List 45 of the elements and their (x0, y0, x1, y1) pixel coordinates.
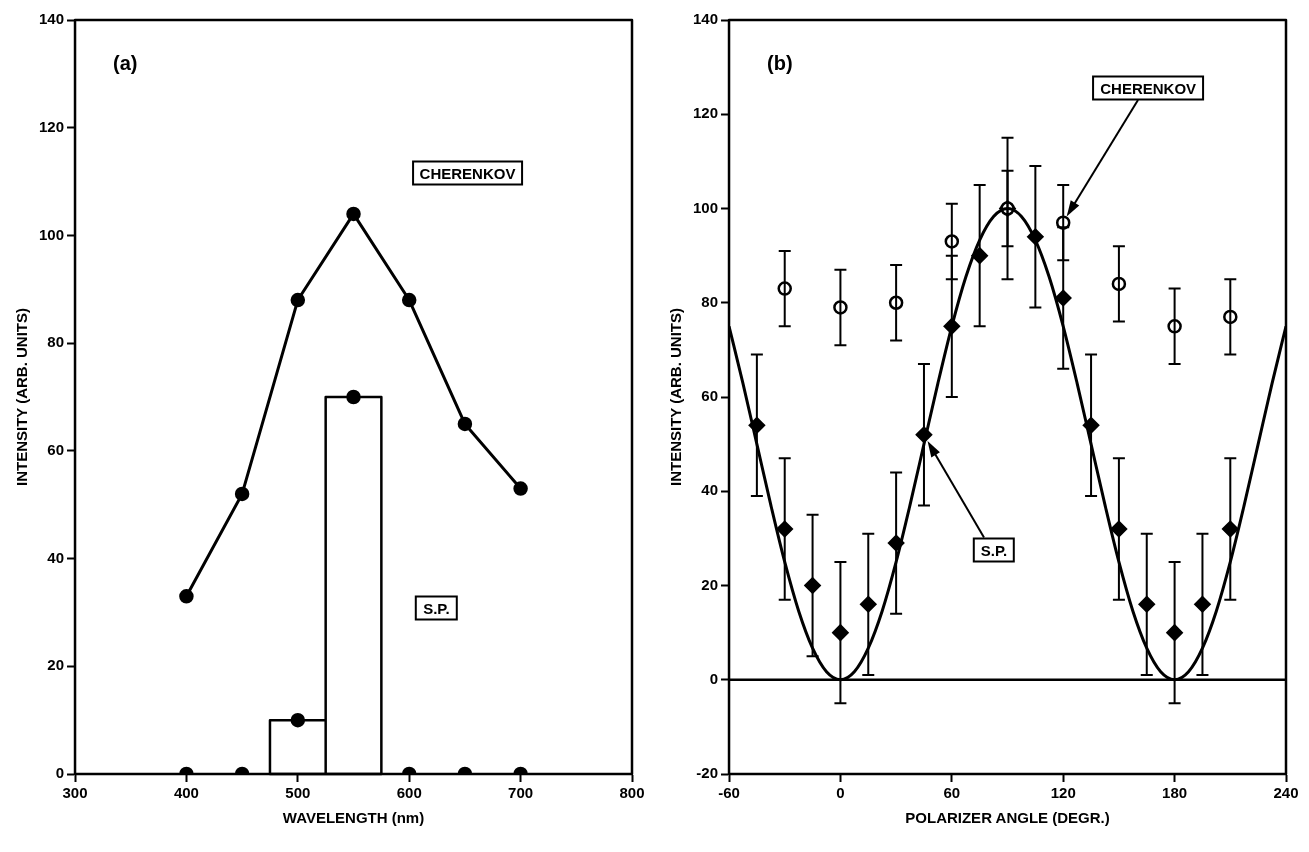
x-tick-label: 60 (943, 784, 961, 802)
y-tick-label: 80 (701, 292, 719, 310)
x-axis-title: POLARIZER ANGLE (DEGR.) (905, 809, 1110, 827)
text: (b) (767, 52, 793, 75)
x-tick-label: 240 (1273, 784, 1299, 802)
point (290, 292, 306, 308)
y-tick-label: 0 (55, 764, 65, 782)
x-tick-label: 0 (836, 784, 845, 802)
x-tick-label: -60 (718, 784, 740, 802)
x-tick-label: 120 (1050, 784, 1076, 802)
y-tick-label: 100 (39, 225, 65, 243)
x-tick-label: 700 (508, 784, 534, 802)
y-tick-label: 100 (693, 198, 719, 216)
y-axis-title: INTENSITY (ARB. UNITS) (13, 307, 31, 487)
point (234, 486, 250, 502)
y-tick-label: 40 (701, 481, 719, 499)
text: CHERENKOV (1092, 75, 1205, 101)
y-tick-label: -20 (696, 764, 719, 782)
x-tick-label: 600 (396, 784, 422, 802)
y-tick-label: 120 (39, 117, 65, 135)
y-tick-label: 0 (709, 669, 719, 687)
text: S.P. (972, 537, 1016, 563)
y-tick-label: 20 (47, 656, 65, 674)
y-tick-label: 40 (47, 548, 65, 566)
point (401, 292, 417, 308)
point (513, 481, 528, 496)
y-tick-label: 140 (693, 10, 719, 28)
y-axis-title: INTENSITY (ARB. UNITS) (667, 307, 685, 487)
x-tick-label: 800 (619, 784, 645, 802)
y-tick-label: 140 (39, 10, 65, 28)
y-tick-label: 120 (693, 104, 719, 122)
y-tick-label: 60 (47, 441, 65, 458)
x-tick-label: 180 (1162, 784, 1188, 802)
x-tick-label: 500 (285, 784, 311, 802)
y-tick-label: 80 (47, 333, 65, 351)
point (346, 206, 361, 222)
text: CHERENKOV (411, 160, 524, 186)
text: S.P. (415, 595, 458, 621)
y-tick-label: 20 (701, 575, 719, 593)
y-tick-label: 60 (701, 387, 719, 405)
x-axis-title: WAVELENGTH (nm) (282, 809, 425, 827)
point (457, 416, 473, 432)
x-tick-label: 400 (173, 784, 199, 802)
x-tick-label: 300 (62, 784, 88, 802)
text: (a) (113, 52, 138, 75)
